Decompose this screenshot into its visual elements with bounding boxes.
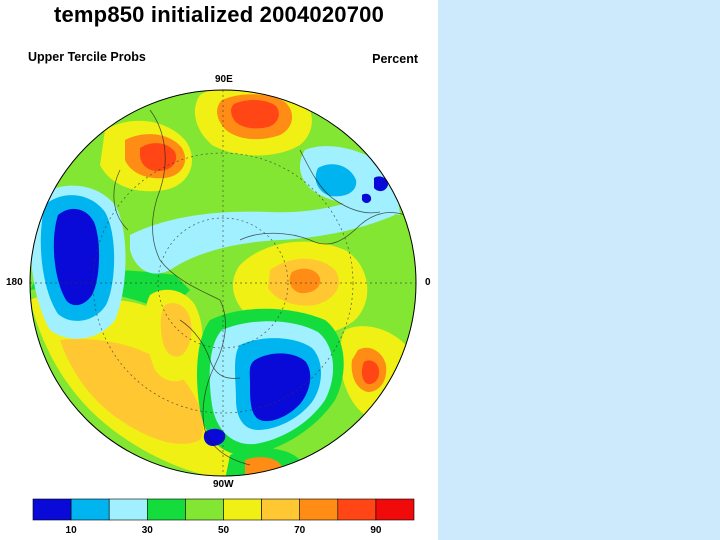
contour-darkblue-southeast-us [203,428,226,446]
colorbar-cell [147,498,186,521]
contour-darkblue-northeast [374,176,388,192]
colorbar-tick-label: 90 [370,525,382,536]
contour-red-east [361,360,380,385]
contour-field [30,90,416,476]
figure-title: temp850 initialized 2004020700 [53,2,385,27]
colorbar-cell [261,498,301,521]
lon-label-top: 90E [215,74,233,85]
contour-cyan-northeast [315,164,357,197]
colorbar-cell [375,498,415,521]
colorbar-cell [337,498,377,521]
field-label: Upper Tercile Probs [28,50,146,64]
contour-orange-canada [160,303,192,357]
map-boundary [29,89,417,477]
colorbar-cell [185,498,224,521]
lon-label-left: 180 [6,277,23,288]
contour-darkorange-central-east [289,268,321,294]
contour-darkblue-west [53,208,100,306]
lon-label-bottom: 90W [213,479,234,490]
colorbar-cell [108,498,148,521]
colorbar [32,498,415,521]
contour-red-northeast [231,100,279,129]
colorbar-cell [70,498,110,521]
colorbar-tick-label: 30 [141,525,153,536]
contour-red-north [140,143,177,172]
lon-label-right: 0 [425,277,431,288]
colorbar-cell [32,498,72,521]
colorbar-tick-label: 10 [65,525,77,536]
contour-lightblue-arctic [130,190,395,274]
units-label: Percent [372,52,418,66]
colorbar-tick-label: 70 [294,525,306,536]
colorbar-cell [299,498,339,521]
colorbar-tick-label: 50 [217,525,230,536]
contour-darkblue-atlantic [249,353,311,422]
colorbar-cell [223,498,262,521]
graticule [30,90,416,476]
side-panel [438,0,720,540]
contour-darkblue-northeast-2 [362,193,372,203]
map-figure: temp850 initialized 2004020700 Upper Ter… [6,2,431,536]
polar-map [29,89,417,477]
